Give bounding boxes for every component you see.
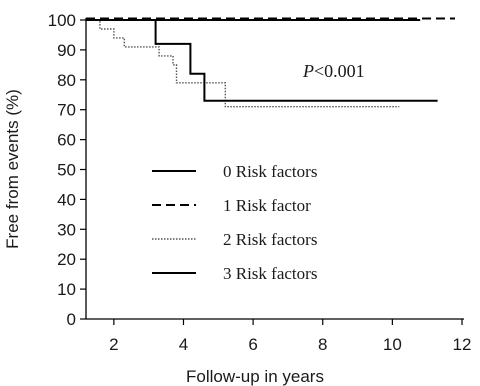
x-tick-label: 8 [318, 335, 327, 354]
x-axis-label: Follow-up in years [186, 367, 324, 386]
y-tick-label: 0 [67, 310, 76, 329]
y-tick-label: 100 [48, 11, 76, 30]
y-tick-label: 20 [57, 250, 76, 269]
y-tick-label: 30 [57, 220, 76, 239]
p-value-symbol: P [302, 61, 314, 81]
y-tick-label: 60 [57, 131, 76, 150]
y-tick-label: 40 [57, 190, 76, 209]
y-tick-label: 10 [57, 280, 76, 299]
axes [85, 18, 464, 320]
legend-label-2: 1 Risk factor [223, 196, 311, 215]
y-tick-label: 70 [57, 101, 76, 120]
legend: 0 Risk factors 1 Risk factor 2 Risk factor… [152, 162, 317, 283]
legend-label-4: 3 Risk factors [223, 264, 317, 283]
p-value-annotation: P<0.001 [302, 61, 365, 81]
y-tick-label: 90 [57, 41, 76, 60]
plot-area [86, 17, 455, 108]
x-tick-label: 6 [248, 335, 257, 354]
p-value-text: <0.001 [314, 61, 365, 81]
series-line-4 [86, 19, 438, 102]
x-tick-label: 2 [109, 335, 118, 354]
y-tick-label: 50 [57, 161, 76, 180]
y-tick-label: 80 [57, 71, 76, 90]
y-axis-label: Free from events (%) [3, 89, 22, 249]
legend-label-3: 2 Risk factors [223, 230, 317, 249]
series-line-3 [86, 19, 400, 108]
legend-label-1: 0 Risk factors [223, 162, 317, 181]
x-tick-label: 4 [179, 335, 188, 354]
x-tick-label: 12 [453, 335, 472, 354]
tick-labels: 0 10 20 30 40 50 60 70 80 90 100 2 4 6 8 10 12 [48, 11, 472, 354]
x-tick-label: 10 [383, 335, 402, 354]
tick-marks [80, 19, 463, 325]
